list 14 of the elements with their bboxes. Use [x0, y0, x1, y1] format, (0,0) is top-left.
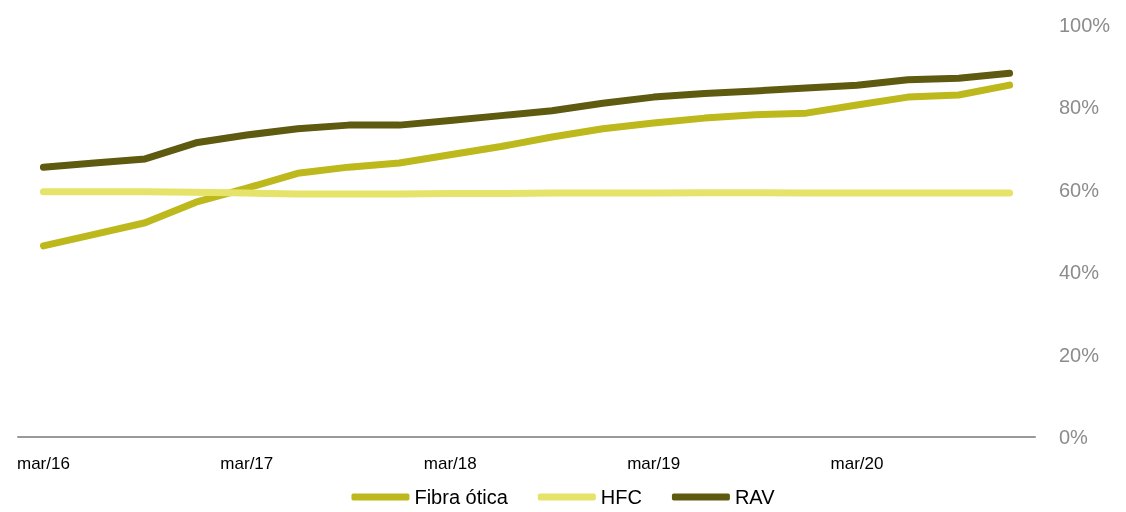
y-tick-label: 0% [1059, 426, 1089, 448]
x-tick-label: mar/20 [830, 454, 884, 473]
x-tick-label: mar/18 [423, 454, 477, 473]
x-tick-label: mar/17 [220, 454, 274, 473]
x-tick-label: mar/16 [16, 454, 70, 473]
legend-label: RAV [734, 486, 776, 508]
y-tick-label: 20% [1059, 343, 1100, 366]
y-tick-label: 60% [1059, 178, 1100, 201]
y-tick-label: 80% [1059, 96, 1100, 119]
legend-label: HFC [600, 486, 642, 508]
y-tick-label: 100% [1059, 14, 1111, 36]
legend-label: Fibra ótica [414, 486, 509, 508]
y-tick-label: 40% [1059, 261, 1100, 284]
x-tick-label: mar/19 [627, 454, 681, 473]
